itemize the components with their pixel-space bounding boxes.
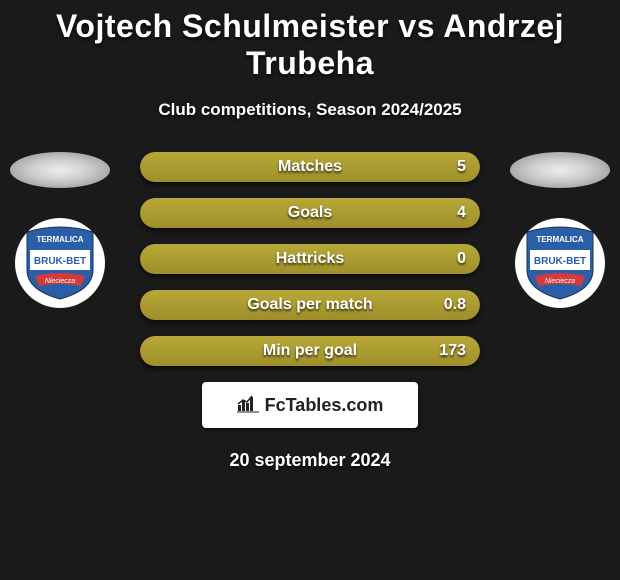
svg-text:BRUK-BET: BRUK-BET	[534, 256, 586, 267]
logo-bottom-text: Nieciecza	[45, 278, 75, 285]
stat-value: 4	[457, 198, 466, 228]
player-left-headshot	[10, 152, 110, 188]
stat-row-min-per-goal: Min per goal 173	[140, 336, 480, 366]
stat-label: Hattricks	[140, 244, 480, 274]
date-text: 20 september 2024	[0, 450, 620, 471]
logo-mid-text: BRUK-BET	[34, 256, 86, 267]
club-shield-icon: TERMALICA BRUK-BET Nieciecza	[25, 226, 95, 300]
svg-text:TERMALICA: TERMALICA	[536, 235, 583, 244]
comparison-panel: TERMALICA BRUK-BET Nieciecza TERMALICA B…	[0, 152, 620, 471]
stats-list: Matches 5 Goals 4 Hattricks 0 Goals per …	[140, 152, 480, 366]
player-left-column: TERMALICA BRUK-BET Nieciecza	[10, 152, 110, 308]
player-left-club-logo: TERMALICA BRUK-BET Nieciecza	[15, 218, 105, 308]
stat-row-goals: Goals 4	[140, 198, 480, 228]
stat-label: Min per goal	[140, 336, 480, 366]
stat-label: Goals per match	[140, 290, 480, 320]
svg-text:Nieciecza: Nieciecza	[545, 278, 575, 285]
player-right-club-logo: TERMALICA BRUK-BET Nieciecza	[515, 218, 605, 308]
chart-bars-icon	[237, 393, 259, 418]
stat-value: 173	[439, 336, 466, 366]
stat-row-goals-per-match: Goals per match 0.8	[140, 290, 480, 320]
brand-box[interactable]: FcTables.com	[202, 382, 418, 428]
player-right-column: TERMALICA BRUK-BET Nieciecza	[510, 152, 610, 308]
stat-value: 5	[457, 152, 466, 182]
club-shield-icon: TERMALICA BRUK-BET Nieciecza	[525, 226, 595, 300]
logo-top-text: TERMALICA	[36, 235, 83, 244]
subtitle: Club competitions, Season 2024/2025	[0, 100, 620, 120]
brand-text: FcTables.com	[265, 395, 384, 416]
stat-row-matches: Matches 5	[140, 152, 480, 182]
page-title: Vojtech Schulmeister vs Andrzej Trubeha	[0, 0, 620, 82]
stat-value: 0.8	[444, 290, 466, 320]
player-right-headshot	[510, 152, 610, 188]
stat-row-hattricks: Hattricks 0	[140, 244, 480, 274]
stat-label: Matches	[140, 152, 480, 182]
stat-label: Goals	[140, 198, 480, 228]
stat-value: 0	[457, 244, 466, 274]
